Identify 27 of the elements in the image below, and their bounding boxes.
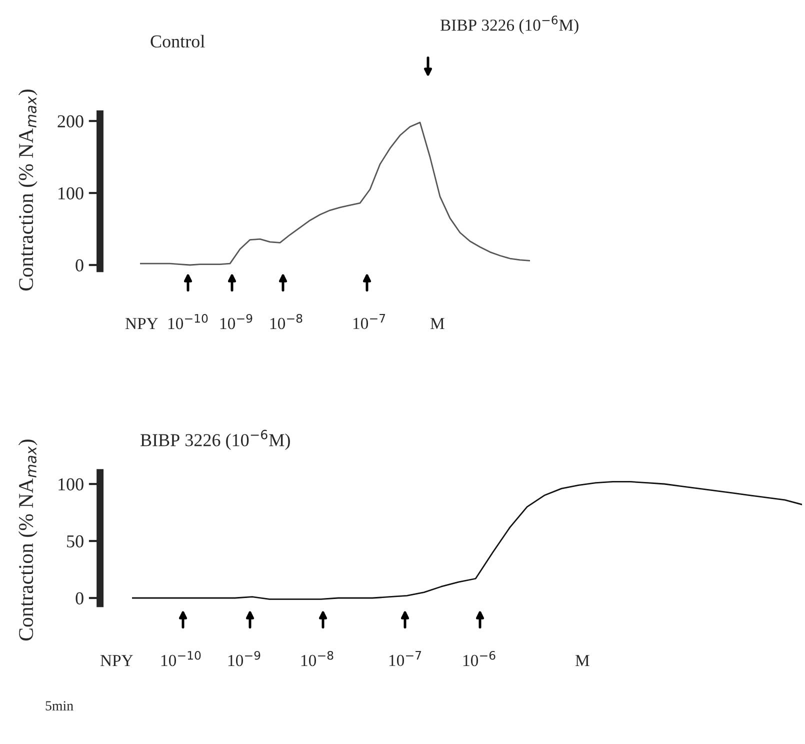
y-axis-title: Contraction (% NA$_{max}$) [18, 440, 38, 640]
text: M [430, 318, 444, 330]
text: 10$^{−9}$ [220, 314, 252, 330]
y-tick-label: 200 [58, 115, 84, 128]
text: 10$^{−10}$ [161, 650, 201, 666]
line-series [140, 122, 530, 266]
text: M [575, 655, 590, 666]
y-tick-label: 100 [58, 187, 84, 200]
chart-title: BIBP 3226 (10$^{−6}$M) [140, 430, 290, 450]
text: 10$^{−7}$ [389, 651, 422, 666]
chart-title: Control [150, 34, 205, 48]
y-tick-label: 50 [67, 535, 84, 548]
text: 10$^{−8}$ [270, 314, 302, 330]
text: 10$^{−10}$ [168, 314, 208, 330]
y-tick-label: 0 [76, 259, 84, 272]
y-tick-label: 0 [76, 592, 84, 604]
text: 10$^{−8}$ [301, 650, 334, 666]
text: 10$^{−6}$ [463, 650, 496, 666]
y-tick-label: 100 [58, 478, 84, 490]
text: NPY [100, 655, 133, 666]
text: NPY [125, 318, 158, 330]
text: BIBP 3226 (10$^{−6}$M) [440, 16, 578, 34]
text: 10$^{−9}$ [228, 650, 260, 666]
text: 10$^{−7}$ [353, 314, 386, 330]
y-axis-title: Contraction (% NA$_{max}$) [18, 90, 38, 290]
line-series [132, 481, 802, 600]
text: 5min [46, 701, 74, 710]
